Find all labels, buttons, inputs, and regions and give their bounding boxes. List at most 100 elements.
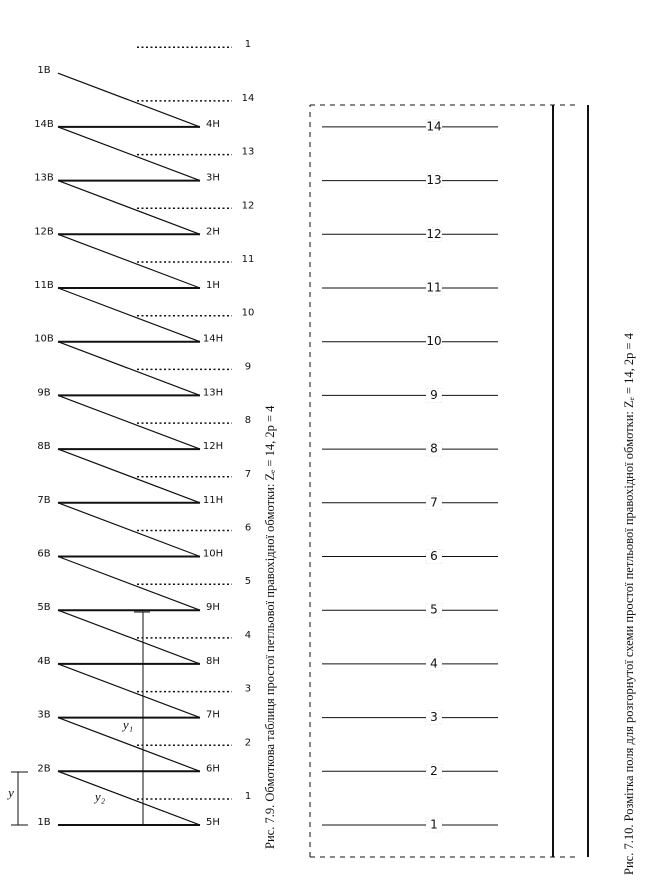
dotted-label: 1 bbox=[245, 791, 251, 802]
top-label: 5В bbox=[37, 602, 50, 613]
winding-thin-11 bbox=[57, 233, 201, 289]
slot-number: 6 bbox=[430, 549, 438, 563]
dimension-y2: y₂ bbox=[59, 771, 201, 826]
dim-y1-label: y₁ bbox=[121, 717, 133, 732]
dotted-label: 11 bbox=[242, 254, 255, 265]
dotted-label: 8 bbox=[245, 415, 251, 426]
slot-number-box bbox=[425, 656, 443, 672]
caption-7-10: Рис. 7.10. Розмітка поля для розгорнутої… bbox=[622, 332, 636, 875]
top-label: 13В bbox=[34, 173, 54, 184]
top-label: 11В bbox=[34, 280, 54, 291]
dim-y2-label: y₂ bbox=[93, 789, 106, 804]
winding-thin-2 bbox=[57, 717, 201, 772]
winding-thin-7 bbox=[57, 448, 201, 504]
dotted-stubs bbox=[137, 46, 232, 800]
winding-thin-9 bbox=[57, 341, 201, 396]
slot-number: 14 bbox=[426, 119, 441, 133]
top-label: 2В bbox=[37, 763, 50, 774]
dotted-label: 2 bbox=[245, 737, 251, 748]
bottom-label: 9Н bbox=[206, 602, 220, 613]
slot-number-box bbox=[425, 817, 443, 833]
dotted-label: 13 bbox=[242, 147, 255, 158]
dotted-label: 9 bbox=[245, 361, 251, 372]
dimension-y1: y₁ bbox=[121, 611, 150, 826]
slot-number-box bbox=[425, 227, 443, 242]
winding-thin-10 bbox=[57, 287, 201, 343]
winding-thin-6 bbox=[57, 502, 201, 558]
bottom-labels: 5Н 6Н 7Н 8Н 9Н 10Н 11Н 12Н 13Н 14Н 1Н 2Н 3Н 4Н bbox=[203, 119, 223, 828]
top-label: 12В bbox=[34, 226, 54, 237]
top-label: 6В bbox=[37, 549, 50, 560]
winding-thin-8 bbox=[57, 394, 201, 450]
bottom-label: 3Н bbox=[206, 173, 220, 184]
winding-thin-13 bbox=[57, 126, 201, 182]
bottom-label: 13Н bbox=[203, 387, 223, 398]
dotted-label: 10 bbox=[242, 308, 255, 319]
bottom-label: 2Н bbox=[206, 226, 220, 237]
slot-number: 7 bbox=[430, 495, 438, 509]
slot-number: 11 bbox=[426, 281, 441, 295]
slot-number: 13 bbox=[426, 173, 441, 187]
bottom-label: 7Н bbox=[206, 710, 220, 721]
slot-number-box bbox=[425, 549, 443, 564]
slot-number-box bbox=[425, 119, 443, 135]
dimension-y: y bbox=[6, 771, 28, 826]
dotted-label: 3 bbox=[245, 684, 251, 695]
slot-number: 10 bbox=[426, 334, 441, 348]
winding-table-figure: 1В 2В 3В 4В 5В 6В 7В 8В 9В 10В 11В 12В 13В 14В 1В 5Н 6Н… bbox=[6, 39, 277, 849]
slot-number-box bbox=[425, 602, 443, 618]
slot-number-box bbox=[425, 173, 443, 188]
bottom-label: 5Н bbox=[206, 817, 220, 828]
winding-thin-5 bbox=[57, 555, 201, 611]
top-label: 9В bbox=[37, 387, 50, 398]
top-label: 14В bbox=[34, 119, 54, 130]
top-labels: 1В 2В 3В 4В 5В 6В 7В 8В 9В 10В 11В 12В 13В 14В 1В bbox=[34, 65, 54, 828]
slot-number: 9 bbox=[430, 388, 438, 402]
slot-number: 4 bbox=[430, 656, 438, 670]
dotted-label: 1 bbox=[245, 39, 251, 50]
slot-number-box bbox=[425, 280, 443, 296]
dotted-label: 4 bbox=[245, 630, 251, 641]
slot-number-box bbox=[425, 441, 443, 457]
dotted-label: 5 bbox=[245, 576, 251, 587]
slot-number: 8 bbox=[430, 442, 438, 456]
slot-number: 3 bbox=[430, 710, 438, 724]
top-label: 7В bbox=[37, 495, 50, 506]
dotted-label: 12 bbox=[242, 200, 255, 211]
slot-number: 2 bbox=[430, 764, 438, 778]
bottom-label: 11Н bbox=[203, 495, 223, 506]
top-label: 1В bbox=[37, 65, 50, 76]
winding-thin-4 bbox=[57, 609, 201, 665]
bottom-label: 10Н bbox=[203, 549, 223, 560]
caption-7-9: Рис. 7.9. Обмоткова таблиця простої петл… bbox=[263, 405, 277, 849]
dim-y-label: y bbox=[6, 785, 14, 800]
bottom-label: 4Н bbox=[206, 119, 220, 130]
bottom-label: 1Н bbox=[206, 280, 220, 291]
dotted-label: 7 bbox=[245, 469, 251, 480]
bottom-label: 12Н bbox=[203, 441, 223, 452]
top-label: 1В bbox=[37, 817, 50, 828]
slot-number: 5 bbox=[430, 603, 438, 617]
bottom-label: 8Н bbox=[206, 656, 220, 667]
winding-thin-14 bbox=[57, 72, 201, 128]
winding-thin-3 bbox=[57, 663, 201, 719]
bottom-label: 14Н bbox=[203, 334, 223, 345]
zigzag-lines bbox=[57, 72, 201, 826]
slot-number-box bbox=[425, 334, 443, 349]
slot-number: 1 bbox=[430, 818, 438, 832]
slot-number-box bbox=[425, 495, 443, 511]
top-label: 4В bbox=[37, 656, 50, 667]
top-label: 3В bbox=[37, 710, 50, 721]
winding-thin-12 bbox=[57, 180, 201, 235]
bottom-label: 6Н bbox=[206, 763, 220, 774]
slot-number-box bbox=[425, 388, 443, 403]
slot-number-box bbox=[425, 710, 443, 725]
slot-number: 12 bbox=[426, 227, 441, 241]
dotted-label: 6 bbox=[245, 523, 251, 534]
slot-number-box bbox=[425, 764, 443, 779]
